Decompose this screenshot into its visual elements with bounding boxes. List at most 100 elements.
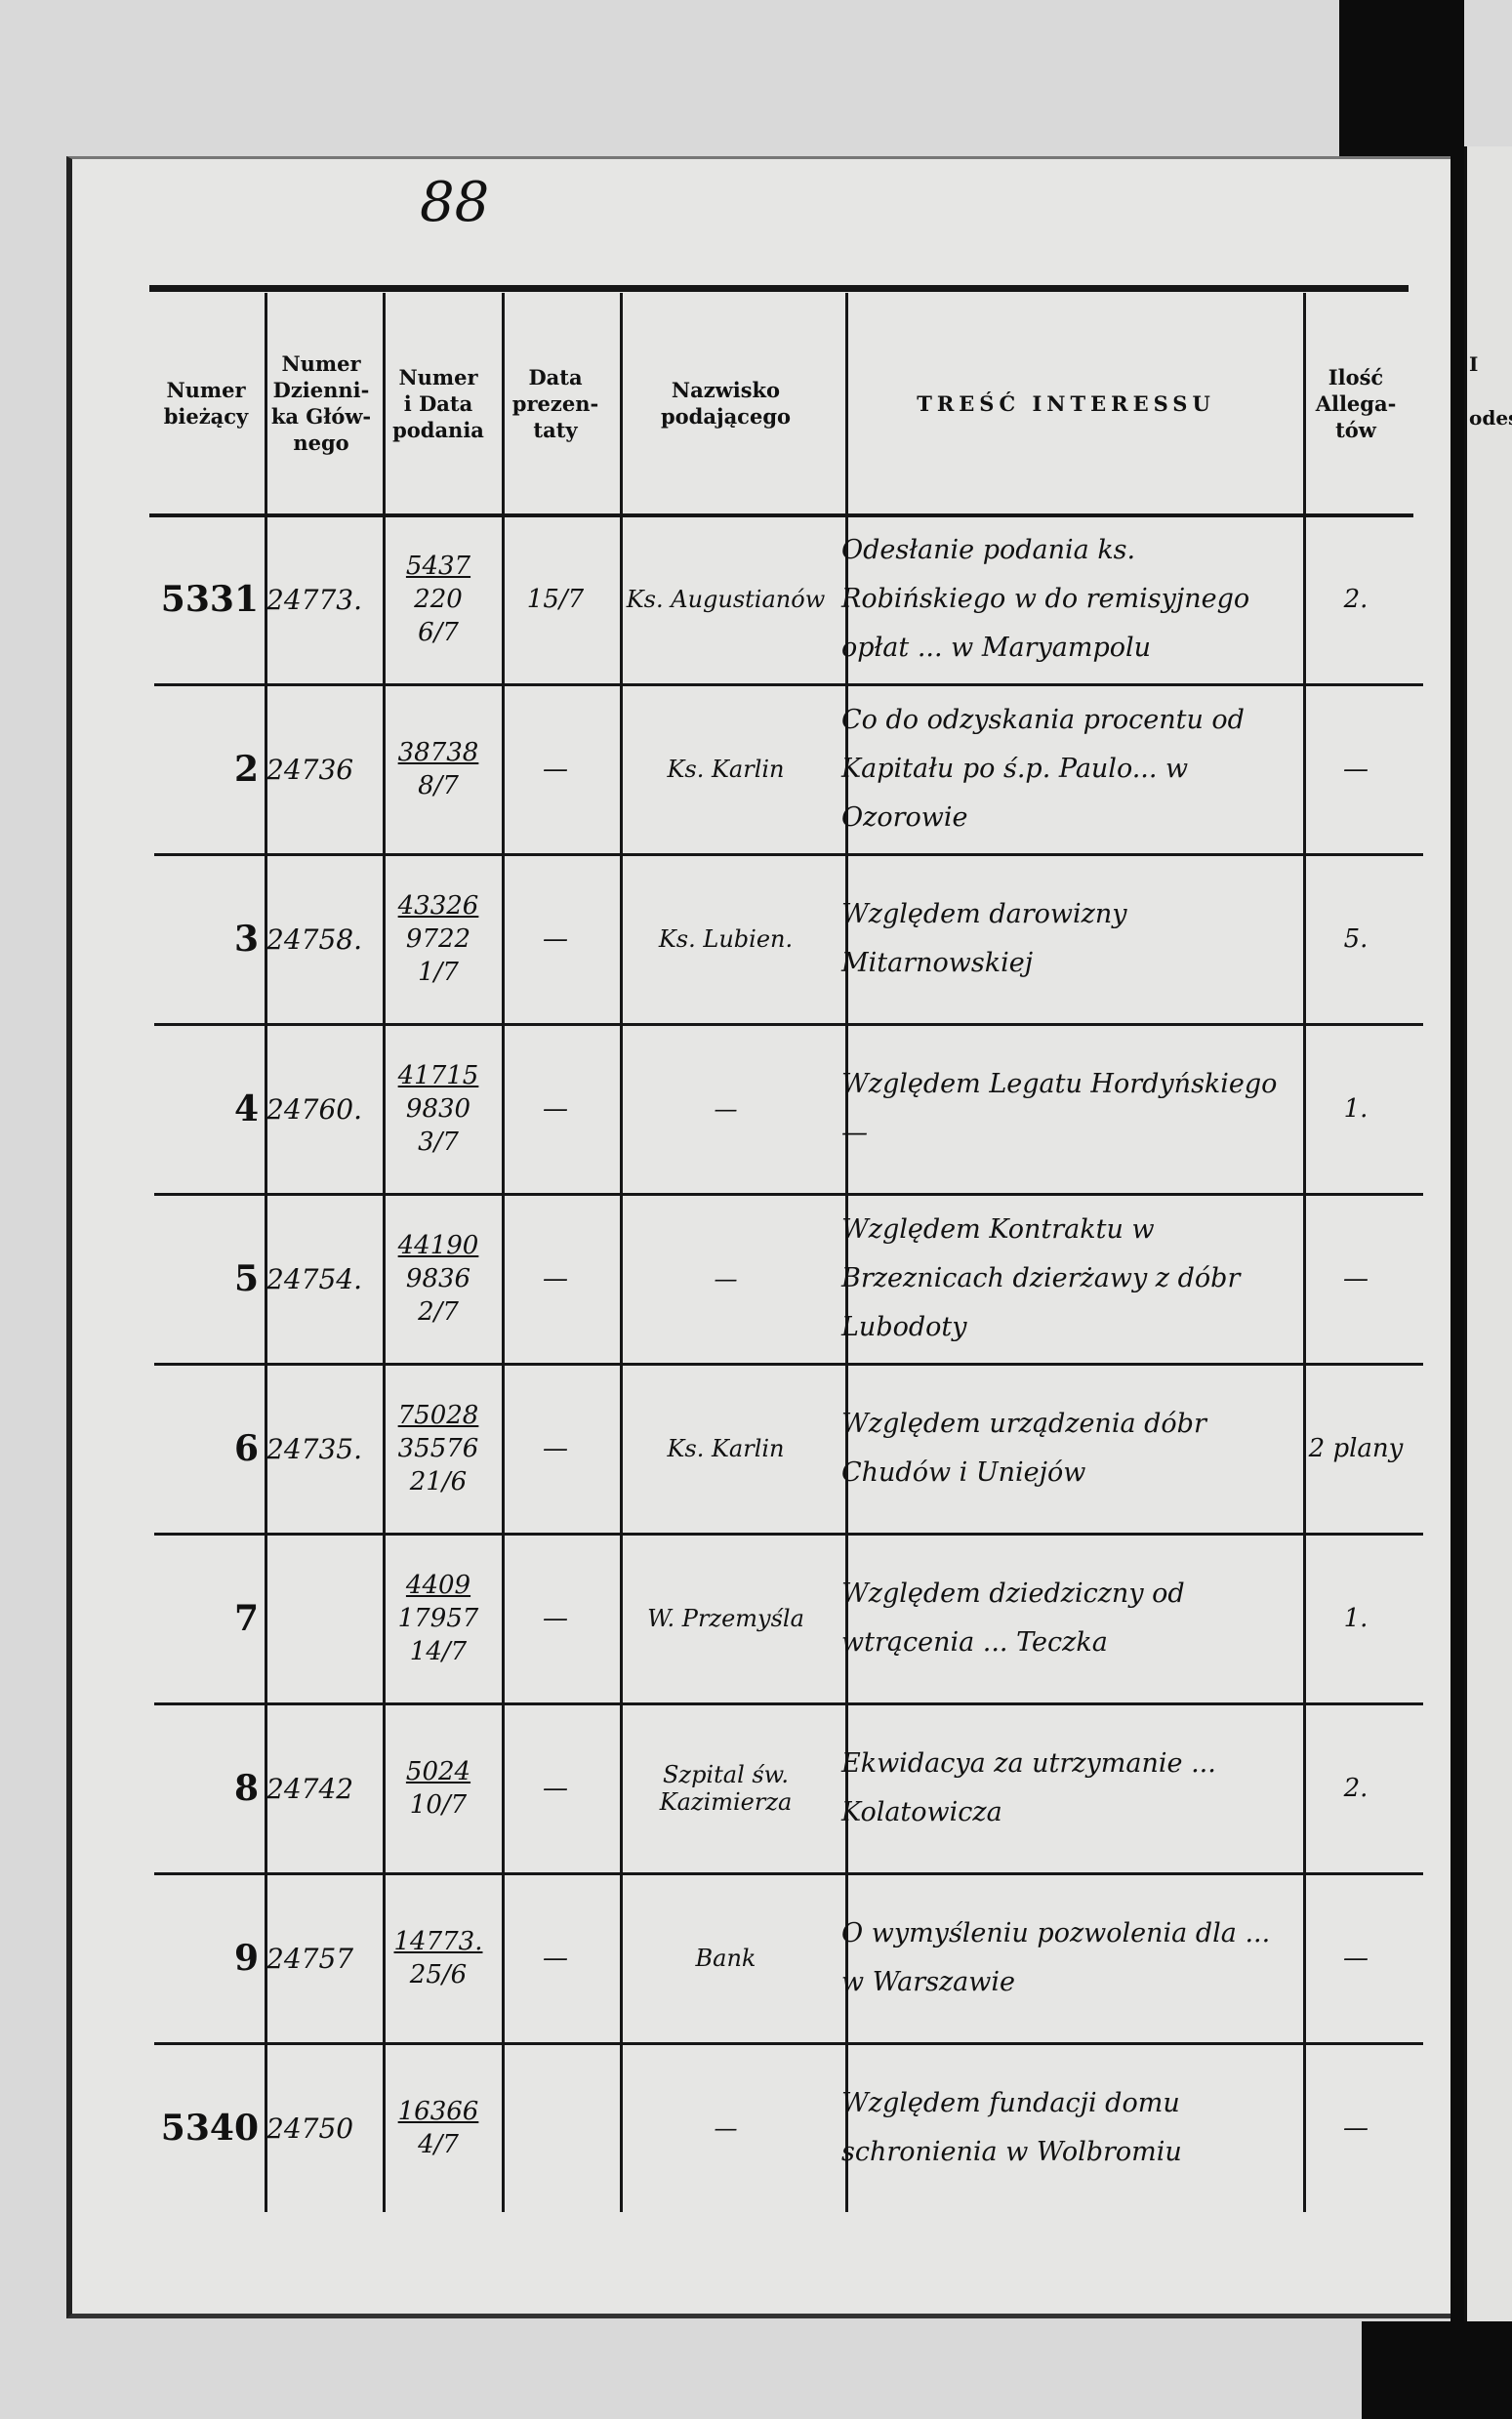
number-date-line: 35576 [397, 1434, 479, 1463]
number-date-line: 5024 [405, 1757, 471, 1786]
number-date-line: 6/7 [418, 618, 459, 647]
header-line: prezen- [511, 390, 599, 416]
header-line: TREŚĆ INTERESSU [917, 390, 1215, 416]
header-line: nego [293, 430, 349, 455]
header-line: Ilość [1328, 364, 1384, 390]
journal-number: 24758. [266, 922, 362, 956]
attachments: 1. [1343, 1094, 1369, 1124]
scan-edge [1339, 0, 1453, 156]
row-rule [154, 1363, 1423, 1366]
number-date-line: 5437 [405, 552, 471, 581]
number-date-line: 43326 [397, 891, 479, 921]
row-rule [154, 1193, 1423, 1196]
column-header: Ilość Allega-tów [1294, 293, 1417, 513]
column-rule [383, 293, 386, 2212]
scan-edge [1451, 0, 1464, 2419]
header-line: Numer [281, 351, 361, 376]
header-line: Numer [398, 364, 478, 390]
journal-number: 24735. [266, 1432, 362, 1465]
attachments: 2. [1343, 585, 1369, 614]
row-rule [154, 1023, 1423, 1026]
attachments: — [1343, 1944, 1369, 1973]
submitter: Ks. Augustianów [626, 586, 826, 613]
presentation-date: — [543, 1264, 568, 1293]
column-header: Nazwisko podającego [614, 293, 838, 513]
column-rule [620, 293, 623, 2212]
subject: Co do odzyskania procentu od Kapitału po… [841, 705, 1245, 833]
entry-number: 4 [233, 1088, 259, 1129]
column-rule [264, 293, 267, 2212]
number-date-line: 21/6 [409, 1467, 468, 1496]
number-date-line: 2/7 [418, 1297, 459, 1327]
subject: Względem darowizny Mitarnowskiej [841, 899, 1127, 978]
next-page-header: odes [1469, 406, 1512, 430]
header-line: ka Głów- [270, 404, 372, 429]
journal-number: 24754. [266, 1262, 362, 1295]
column-header: Numer bieżący [149, 293, 263, 513]
attachments: 5. [1343, 924, 1369, 954]
next-page-header: I [1469, 352, 1479, 376]
row-rule [154, 683, 1423, 686]
attachments: 2. [1343, 1774, 1369, 1803]
number-date-line: 44190 [397, 1231, 479, 1260]
number-date-line: 17957 [397, 1604, 479, 1633]
number-date-line: 14/7 [409, 1637, 468, 1666]
number-date: 4409 17957 14/7 [386, 1538, 491, 1699]
rule [149, 285, 1409, 292]
row-rule [154, 1702, 1423, 1705]
presentation-date: — [543, 755, 568, 784]
header-line: taty [533, 417, 578, 442]
number-date-line: 38738 [397, 738, 479, 767]
subject: Ekwidacya za utrzymanie ... Kolatowicza [841, 1748, 1216, 1827]
number-date: 43326 9722 1/7 [386, 859, 491, 1019]
number-date: 44190 9836 2/7 [386, 1199, 491, 1359]
row-rule [154, 1872, 1423, 1875]
subject: Względem urządzenia dóbr Chudów i Uniejó… [841, 1409, 1206, 1488]
presentation-date: — [543, 1434, 568, 1463]
subject: O wymyśleniu pozwolenia dla ... w Warsza… [841, 1918, 1271, 1997]
number-date-line: 14773. [393, 1927, 483, 1956]
entry-number: 5340 [160, 2108, 259, 2149]
header-line: Dzienni- [272, 378, 370, 402]
header-line: Nazwisko [671, 378, 781, 402]
presentation-date: — [543, 924, 568, 954]
column-header: Numer Dzienni-ka Głów-nego [263, 293, 380, 513]
row-rule [154, 1533, 1423, 1536]
submitter: W. Przemyśla [647, 1605, 804, 1632]
presentation-date: — [543, 1944, 568, 1973]
attachments: — [1343, 1264, 1369, 1293]
number-date-line: 4409 [405, 1571, 471, 1600]
journal-number: 24736 [266, 753, 354, 786]
entry-number: 5 [233, 1258, 259, 1299]
number-date-line: 1/7 [418, 958, 459, 987]
number-date-line: 25/6 [409, 1960, 468, 1989]
number-date-line: 75028 [397, 1401, 479, 1430]
next-page [1464, 146, 1512, 2321]
header-line: podającego [660, 404, 792, 429]
entry-number: 9 [233, 1938, 259, 1979]
column-header: TREŚĆ INTERESSU [838, 293, 1294, 513]
entry-number: 8 [233, 1768, 259, 1809]
entry-number: 3 [233, 919, 259, 960]
column-header: Data prezen-taty [497, 293, 614, 513]
number-date-line: 10/7 [409, 1790, 468, 1820]
presentation-date: 15/7 [526, 585, 585, 614]
number-date: 41715 9830 3/7 [386, 1029, 491, 1189]
row-rule [154, 2042, 1423, 2045]
entry-number: 5331 [160, 579, 259, 620]
submitter: — [714, 1095, 738, 1123]
page-number: 88 [420, 171, 490, 234]
journal-number: 24742 [266, 1772, 354, 1805]
number-date-line: 41715 [397, 1061, 479, 1090]
header-line: podania [392, 417, 484, 442]
submitter: Bank [695, 1945, 756, 1972]
journal-number: 24757 [266, 1942, 354, 1975]
subject: Odesłanie podania ks. Robińskiego w do r… [841, 535, 1250, 663]
number-date: 14773. 25/6 [386, 1878, 491, 2038]
subject: Względem Kontraktu w Brzeznicach dzierża… [841, 1214, 1241, 1342]
column-rule [844, 293, 848, 2212]
number-date-line: 9836 [405, 1264, 471, 1293]
header-line: tów [1335, 417, 1376, 442]
